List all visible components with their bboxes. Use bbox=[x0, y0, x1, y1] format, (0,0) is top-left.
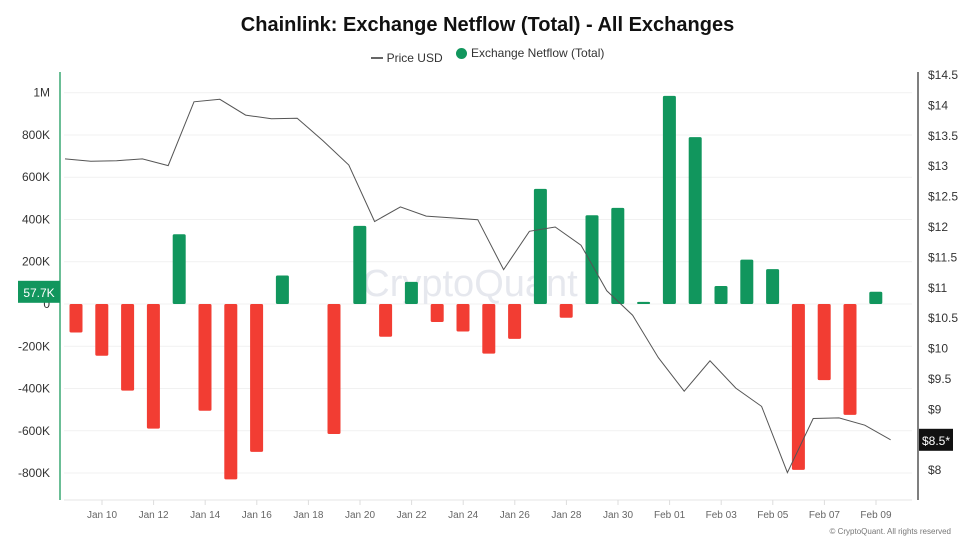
y2-tick-label: $11.5 bbox=[928, 250, 957, 264]
netflow-bar[interactable] bbox=[404, 281, 418, 304]
netflow-bar[interactable] bbox=[95, 304, 109, 356]
netflow-bar[interactable] bbox=[869, 291, 883, 304]
netflow-bar[interactable] bbox=[766, 269, 780, 304]
x-tick-label: Feb 05 bbox=[757, 510, 789, 521]
netflow-bar[interactable] bbox=[172, 234, 186, 304]
y2-tick-label: $13.5 bbox=[928, 129, 958, 143]
y2-tick-label: $10 bbox=[928, 342, 948, 356]
y2-tick-label: $11 bbox=[928, 281, 947, 295]
y-tick-label: 600K bbox=[22, 170, 50, 184]
y2-tick-label: $9.5 bbox=[928, 372, 952, 386]
netflow-bar[interactable] bbox=[559, 304, 573, 318]
netflow-bar[interactable] bbox=[843, 304, 857, 415]
legend: Price USD Exchange Netflow (Total) bbox=[0, 46, 975, 65]
netflow-bar[interactable] bbox=[456, 304, 470, 332]
copyright: © CryptoQuant. All rights reserved bbox=[829, 527, 952, 536]
y2-tick-label: $9 bbox=[928, 402, 942, 416]
y-tick-label: 400K bbox=[22, 212, 50, 226]
netflow-bar[interactable] bbox=[791, 304, 805, 470]
x-tick-label: Jan 30 bbox=[603, 510, 633, 521]
x-tick-label: Feb 09 bbox=[860, 510, 892, 521]
netflow-bar[interactable] bbox=[379, 304, 393, 337]
netflow-bar[interactable] bbox=[353, 225, 367, 304]
netflow-bar[interactable] bbox=[611, 207, 625, 304]
y-tick-label: 0 bbox=[43, 297, 50, 311]
y-tick-label: -200K bbox=[18, 339, 50, 353]
netflow-bar[interactable] bbox=[250, 304, 264, 452]
x-tick-label: Jan 10 bbox=[87, 510, 117, 521]
y-tick-label: 1M bbox=[33, 86, 50, 100]
x-tick-label: Jan 22 bbox=[397, 510, 427, 521]
x-tick-label: Jan 18 bbox=[293, 510, 323, 521]
legend-item-netflow[interactable]: Exchange Netflow (Total) bbox=[455, 46, 604, 60]
y2-tick-label: $12.5 bbox=[928, 190, 958, 204]
netflow-bar[interactable] bbox=[121, 304, 135, 391]
current-netflow-badge bbox=[18, 280, 60, 303]
x-tick-label: Jan 12 bbox=[139, 510, 169, 521]
netflow-bar[interactable] bbox=[146, 304, 160, 429]
chart-title: Chainlink: Exchange Netflow (Total) - Al… bbox=[240, 14, 735, 36]
netflow-bar[interactable] bbox=[224, 304, 238, 480]
x-tick-label: Jan 24 bbox=[448, 510, 478, 521]
netflow-bar[interactable] bbox=[740, 259, 754, 304]
current-price-badge bbox=[919, 428, 953, 451]
dot-swatch-icon bbox=[455, 47, 467, 59]
price-line[interactable] bbox=[64, 98, 891, 474]
netflow-bar[interactable] bbox=[482, 304, 496, 354]
x-tick-label: Jan 14 bbox=[190, 510, 220, 521]
x-tick-label: Feb 01 bbox=[654, 510, 686, 521]
x-tick-label: Jan 16 bbox=[242, 510, 272, 521]
y-tick-label: -600K bbox=[18, 424, 50, 438]
current-netflow-value: 57.7K bbox=[23, 286, 54, 300]
current-price-value: $8.5* bbox=[922, 434, 950, 448]
netflow-bar[interactable] bbox=[714, 286, 728, 304]
line-swatch-icon bbox=[370, 56, 383, 59]
y-tick-label: 200K bbox=[22, 255, 50, 269]
netflow-bar[interactable] bbox=[327, 304, 341, 434]
y2-tick-label: $10.5 bbox=[928, 311, 958, 325]
netflow-bar[interactable] bbox=[198, 304, 212, 411]
y2-tick-label: $13 bbox=[928, 159, 948, 173]
netflow-bar[interactable] bbox=[508, 304, 522, 339]
legend-item-price[interactable]: Price USD bbox=[370, 51, 443, 65]
y2-tick-label: $14 bbox=[928, 98, 948, 112]
y-tick-label: -400K bbox=[18, 382, 50, 396]
netflow-bar[interactable] bbox=[688, 137, 702, 304]
netflow-bar[interactable] bbox=[69, 304, 83, 333]
y-tick-label: -800K bbox=[18, 466, 50, 480]
y2-tick-label: $14.5 bbox=[928, 68, 958, 82]
netflow-bar[interactable] bbox=[275, 275, 289, 304]
x-tick-label: Jan 26 bbox=[500, 510, 530, 521]
netflow-bar[interactable] bbox=[430, 304, 444, 322]
x-tick-label: Jan 20 bbox=[345, 510, 375, 521]
y2-tick-label: $8 bbox=[928, 463, 942, 477]
y-tick-label: 800K bbox=[22, 128, 50, 142]
x-tick-label: Jan 28 bbox=[551, 510, 581, 521]
netflow-bar[interactable] bbox=[533, 188, 547, 304]
x-tick-label: Feb 07 bbox=[809, 510, 841, 521]
netflow-bar[interactable] bbox=[817, 304, 831, 381]
netflow-bar[interactable] bbox=[662, 95, 676, 304]
netflow-bar[interactable] bbox=[585, 215, 599, 304]
y2-tick-label: $12 bbox=[928, 220, 948, 234]
x-tick-label: Feb 03 bbox=[706, 510, 738, 521]
netflow-bar[interactable] bbox=[637, 301, 651, 304]
